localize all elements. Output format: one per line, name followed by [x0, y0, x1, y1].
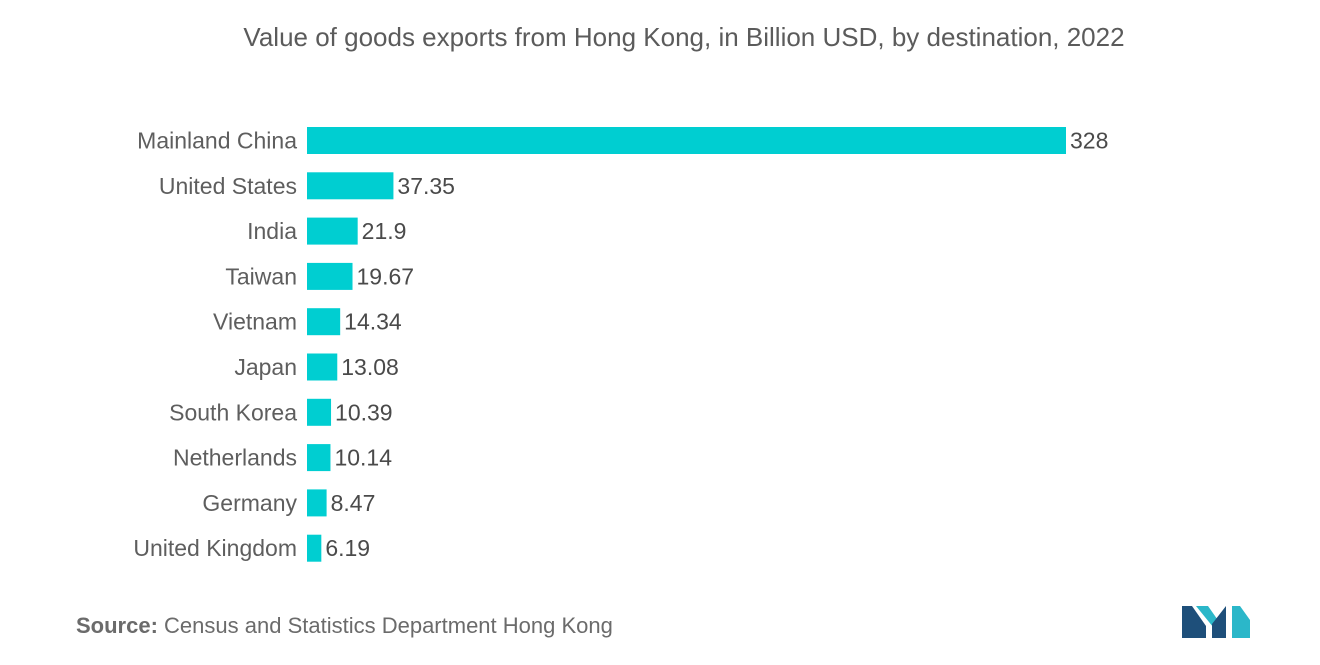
bar-japan	[307, 353, 338, 381]
category-label: Japan	[234, 354, 297, 380]
category-label: Vietnam	[213, 309, 297, 335]
value-label: 328	[1070, 128, 1108, 154]
category-label: Netherlands	[173, 445, 297, 471]
bar-india	[307, 217, 358, 245]
bar-germany	[307, 489, 327, 517]
value-label: 6.19	[325, 535, 370, 561]
category-label: Mainland China	[137, 128, 297, 154]
bar-chart: Mainland China 328 United States 37.35 India…	[133, 127, 1108, 562]
value-label: 10.39	[335, 399, 393, 425]
category-label: Taiwan	[225, 263, 297, 289]
bar-south-korea	[307, 398, 332, 426]
bar-vietnam	[307, 308, 341, 336]
source-note: Source: Census and Statistics Department…	[76, 613, 613, 639]
value-label: 10.14	[334, 445, 392, 471]
value-label: 14.34	[344, 309, 402, 335]
source-label: Source:	[76, 613, 158, 638]
bar-taiwan	[307, 262, 353, 290]
chart-title: Value of goods exports from Hong Kong, i…	[243, 22, 1125, 52]
value-label: 8.47	[331, 490, 376, 516]
category-label: India	[247, 218, 297, 244]
source-text: Census and Statistics Department Hong Ko…	[164, 613, 613, 638]
category-label: South Korea	[169, 399, 297, 425]
mordor-logo-icon	[1182, 606, 1250, 638]
bar-mainland-china	[307, 127, 1066, 154]
value-label: 21.9	[362, 218, 407, 244]
bar-united-states	[307, 172, 394, 200]
category-label: Germany	[202, 490, 297, 516]
value-label: 13.08	[341, 354, 399, 380]
value-label: 37.35	[397, 173, 455, 199]
bar-united-kingdom	[307, 534, 322, 562]
value-label: 19.67	[357, 263, 415, 289]
bar-netherlands	[307, 444, 331, 472]
category-label: United Kingdom	[133, 535, 297, 561]
category-label: United States	[159, 173, 297, 199]
